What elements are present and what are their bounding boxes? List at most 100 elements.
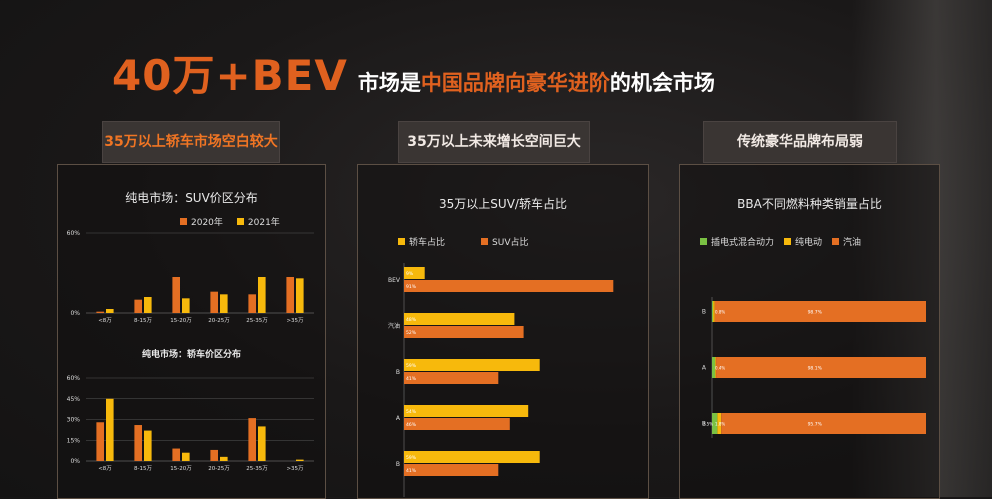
extra-value-label: 2.5% <box>703 422 713 427</box>
bar-2020 <box>210 449 218 461</box>
bar-sedan-share <box>404 405 529 417</box>
segment-phev <box>712 413 718 434</box>
bar-value-label: 59% <box>406 363 417 369</box>
bar-sedan-share <box>404 313 515 325</box>
headline-mid: 市场是 <box>357 71 421 95</box>
segment-value-label: 0.8% <box>715 310 725 315</box>
y-tick-label: 15% <box>67 437 81 444</box>
bar-2021 <box>182 298 190 313</box>
legend-bba: 插电式混合动力 纯电动 汽油 <box>700 235 861 248</box>
segment-gas <box>716 357 926 378</box>
chart-share-bars: BEV 9% 91% 汽油 48% 52% B 59% 41% A 54% 46% B 59% 41% <box>388 263 614 497</box>
x-tick-label: 25-35万 <box>246 317 268 324</box>
chart-title-sedan: 纯电市场：轿车价区分布 <box>141 350 241 360</box>
segment-phev <box>712 357 716 378</box>
segment-value-label: 1.8% <box>715 422 725 427</box>
legend-swatch-sedan <box>398 238 405 245</box>
x-tick-label: 20-25万 <box>208 465 230 472</box>
legend-swatch-suv <box>481 238 489 245</box>
panel-suv-sedan-share: 35万以上SUV/轿车占比 轿车占比 SUV占比 BEV 9% 91% 汽油 48% 52… <box>357 164 649 499</box>
bar-sedan-share <box>404 359 540 371</box>
category-label: A <box>702 365 707 372</box>
legend-label-2020: 2020年 <box>191 218 223 228</box>
y-tick-label: 60% <box>67 230 81 237</box>
legend-item-sedan: 轿车占比 <box>398 235 445 248</box>
category-label: A <box>396 415 401 422</box>
legend-swatch-gas <box>832 238 840 245</box>
x-tick-label: >35万 <box>286 465 304 472</box>
x-tick-label: 8-15万 <box>134 317 152 324</box>
tag-sedan-gap: 35万以上轿车市场空白较大 <box>102 121 280 163</box>
x-tick-label: 8-15万 <box>134 465 152 472</box>
chart-title-bba: BBA不同燃料种类销量占比 <box>737 197 882 211</box>
legend-item-phev: 插电式混合动力 <box>700 235 774 248</box>
headline-end: 的机会市场 <box>609 71 715 95</box>
legend-swatch-bev <box>784 238 792 245</box>
legend-swatch-2020 <box>180 218 187 225</box>
panel-bba-fuel: BBA不同燃料种类销量占比 插电式混合动力 纯电动 汽油 B 0.8% 98.7% A… <box>679 164 940 499</box>
bar-2020 <box>248 418 256 461</box>
category-label: B <box>702 309 706 316</box>
bar-2020 <box>172 277 180 313</box>
legend-item-suv: SUV占比 <box>481 235 528 248</box>
legend-suv: 2020年 2021年 <box>180 215 280 228</box>
tag-luxury-weak: 传统豪华品牌布局弱 <box>703 121 897 163</box>
bar-value-label: 41% <box>406 376 417 382</box>
bar-value-label: 52% <box>406 330 417 336</box>
segment-bev <box>715 357 717 378</box>
bar-2021 <box>296 278 304 313</box>
chart-bba-bars: B 0.8% 98.7% A 0.4% 98.1% B 1.8% 95.7% 2.5% <box>702 297 926 438</box>
gas-value-label: 98.7% <box>808 310 823 316</box>
bar-value-label: 48% <box>406 317 417 323</box>
bar-2021 <box>296 459 304 461</box>
y-tick-label: 0% <box>70 458 80 465</box>
bar-2020 <box>172 448 180 461</box>
x-tick-label: 15-20万 <box>170 317 192 324</box>
segment-gas <box>714 301 926 322</box>
y-tick-label: 0% <box>70 310 80 317</box>
x-tick-label: <8万 <box>98 317 112 324</box>
bar-suv-share <box>404 372 499 384</box>
bar-2021 <box>144 430 152 461</box>
bar-2021 <box>220 456 228 461</box>
y-tick-label: 45% <box>67 396 81 403</box>
legend-swatch-phev <box>700 238 707 245</box>
category-label: BEV <box>388 277 401 284</box>
legend-item-2020: 2020年 <box>180 215 223 228</box>
legend-item-bev: 纯电动 <box>784 235 822 248</box>
panel-price-distribution: 纯电市场：SUV价区分布 2020年 2021年 0% 60% <8万 8-15万 15… <box>57 164 326 499</box>
chart-sedan-price: 0% 15% 30% 45% 60% <8万 8-15万 15-20万 20-25万 25-35万… <box>67 375 314 472</box>
x-tick-label: 25-35万 <box>246 465 268 472</box>
chart-title-share: 35万以上SUV/轿车占比 <box>439 197 567 211</box>
y-tick-label: 30% <box>67 417 81 424</box>
legend-swatch-2021 <box>236 218 244 225</box>
bar-value-label: 9% <box>406 271 414 277</box>
category-label: 汽油 <box>388 322 400 330</box>
segment-gas <box>721 413 926 434</box>
bar-2020 <box>134 425 142 461</box>
bar-value-label: 54% <box>406 409 417 415</box>
segment-phev <box>712 301 714 322</box>
legend-label-2021: 2021年 <box>247 218 280 228</box>
bar-2020 <box>286 277 294 313</box>
x-tick-label: 20-25万 <box>208 317 230 324</box>
bar-value-label: 91% <box>406 284 417 290</box>
legend-label-suv: SUV占比 <box>492 238 529 248</box>
legend-item-gas: 汽油 <box>832 235 861 248</box>
x-tick-label: >35万 <box>286 317 304 324</box>
legend-label-phev: 插电式混合动力 <box>711 238 775 248</box>
gas-value-label: 98.1% <box>808 366 823 372</box>
legend-label-gas: 汽油 <box>843 238 862 248</box>
bar-2021 <box>220 294 228 313</box>
bar-sedan-share <box>404 267 425 279</box>
category-label: B <box>702 421 706 428</box>
bar-2020 <box>96 422 104 461</box>
headline-accent: 中国品牌向豪华进阶 <box>420 71 610 95</box>
bar-suv-share <box>404 326 524 338</box>
bar-2021 <box>182 452 190 461</box>
legend-share: 轿车占比 SUV占比 <box>398 235 528 248</box>
bar-suv-share <box>404 280 614 292</box>
category-label: B <box>396 369 400 376</box>
legend-item-2021: 2021年 <box>236 215 280 228</box>
bar-2021 <box>106 309 114 313</box>
